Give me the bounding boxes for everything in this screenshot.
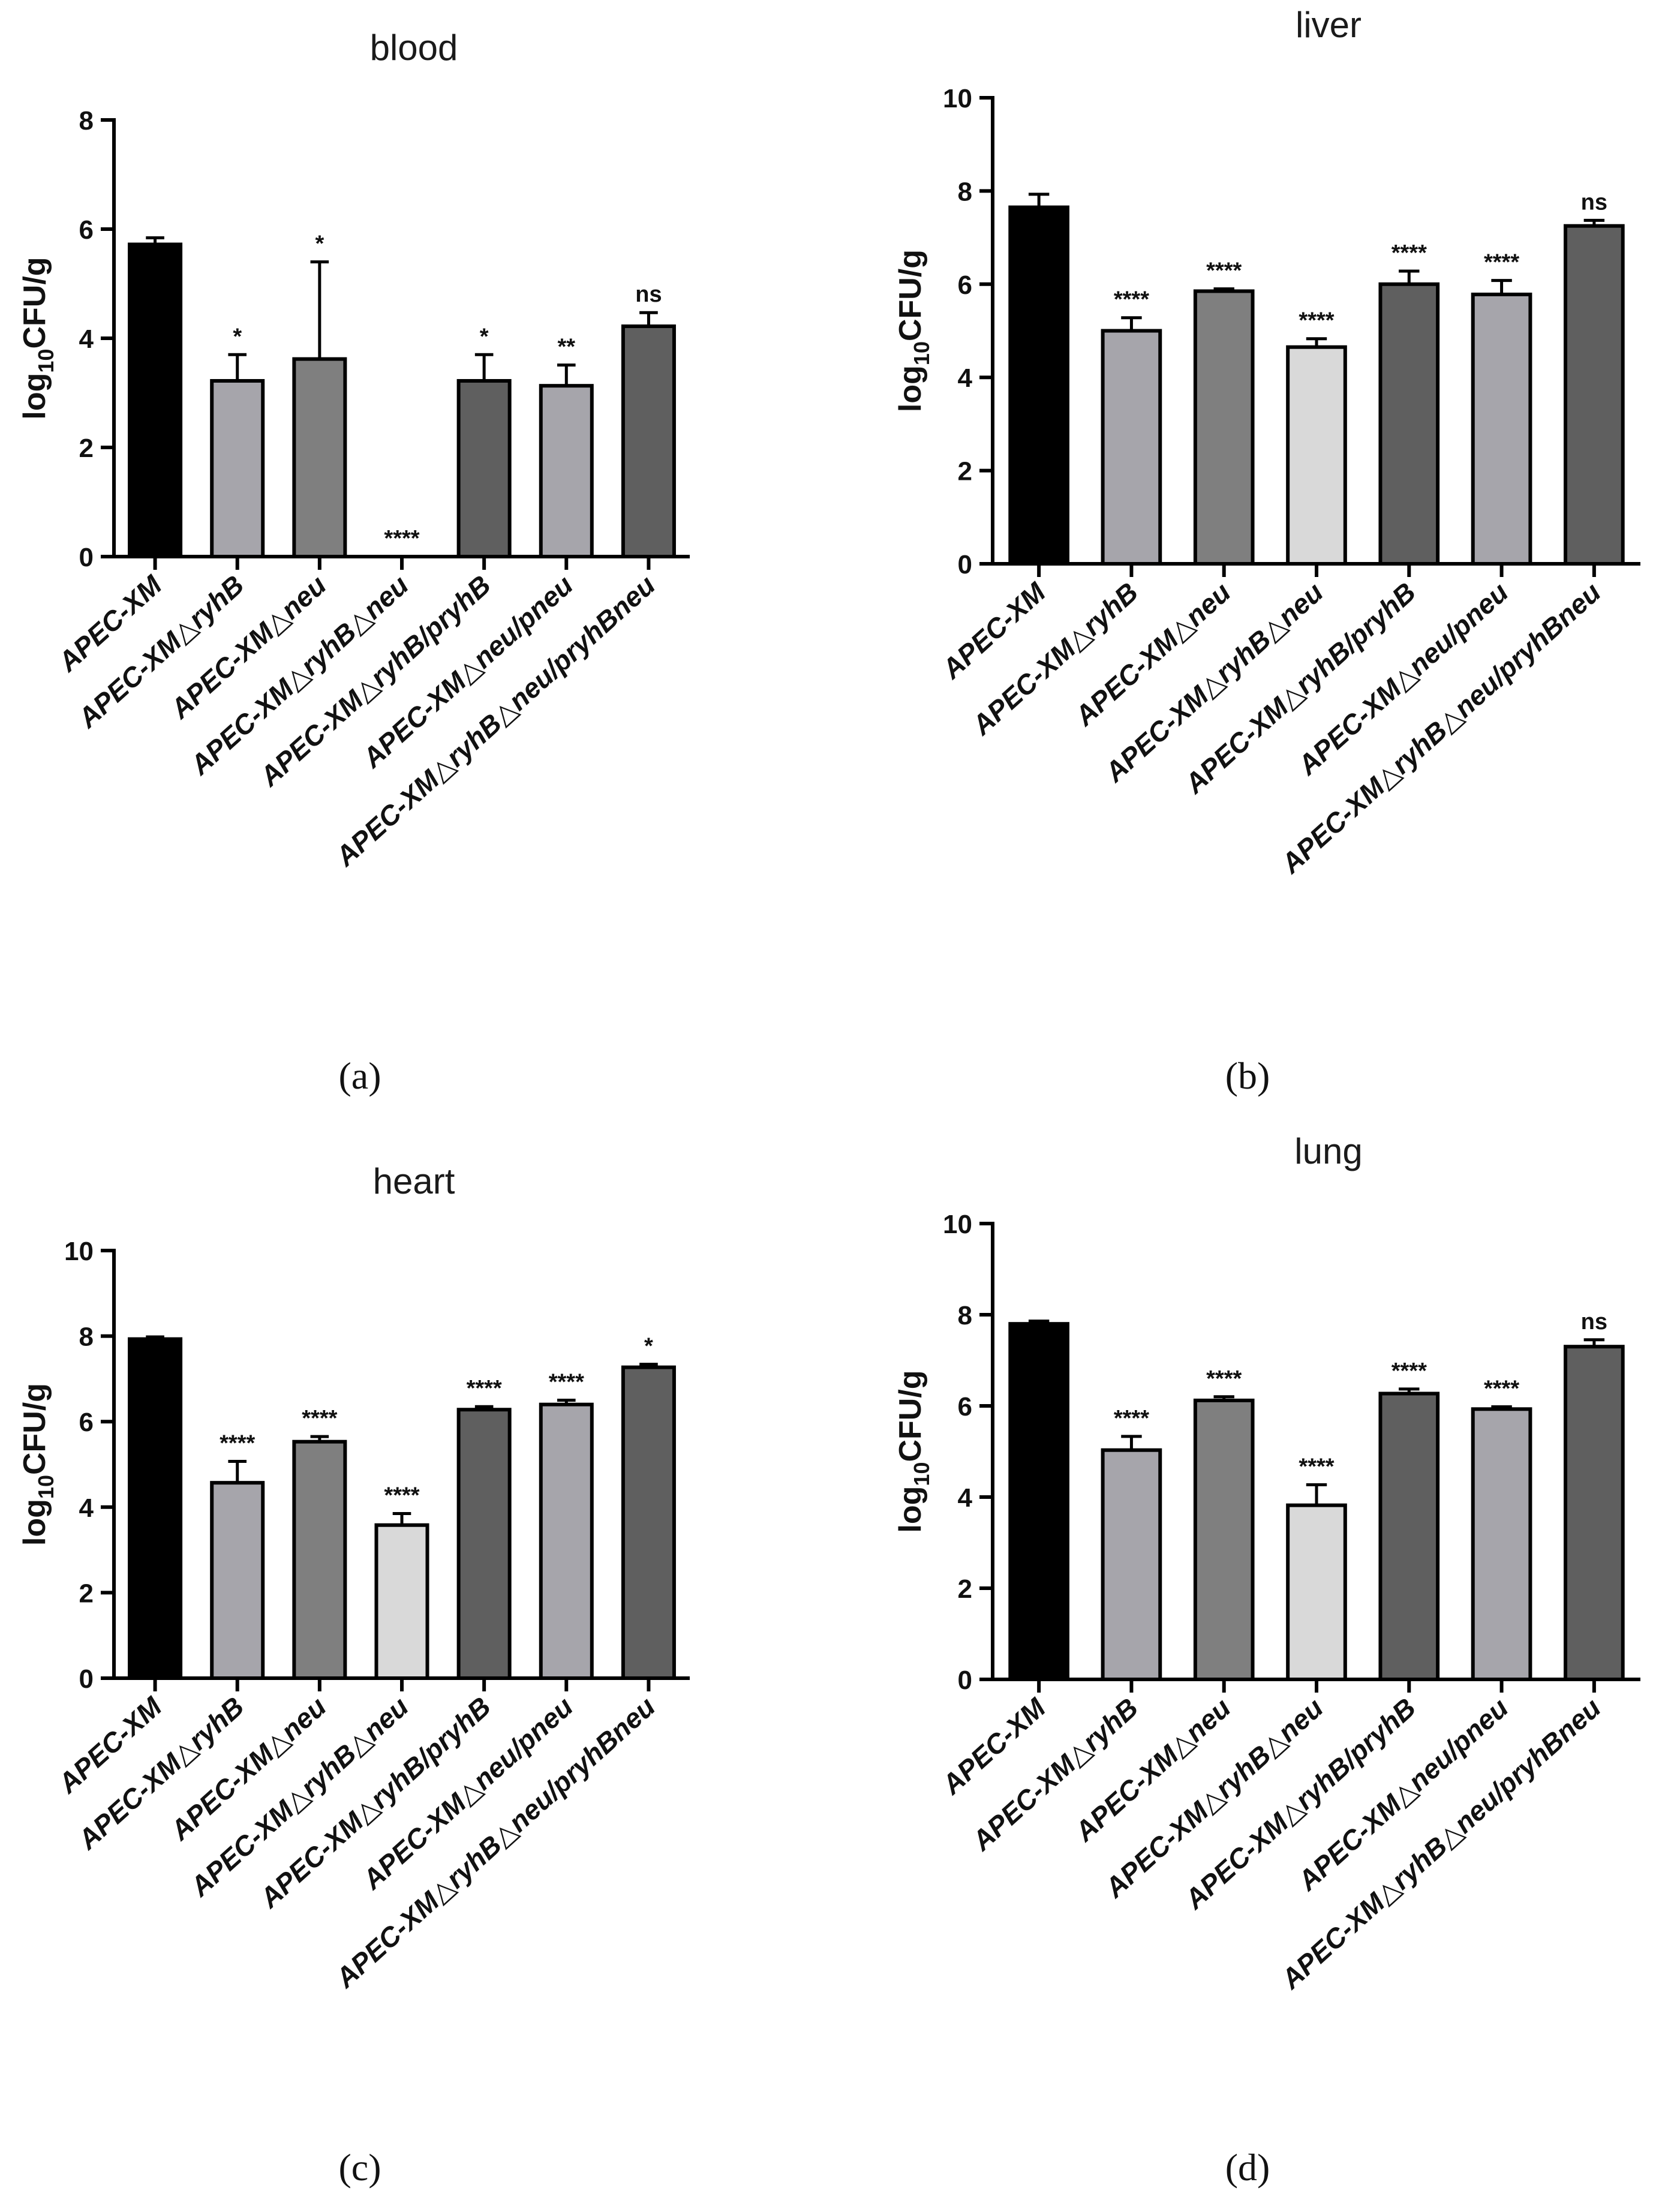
significance-label: **** — [1391, 241, 1427, 266]
y-tick-label: 6 — [79, 215, 94, 245]
panel-label: (d) — [1225, 2146, 1270, 2189]
significance-label: * — [480, 324, 489, 349]
significance-label: **** — [384, 526, 419, 551]
chart-panel-b: liverlog10CFU/g0246810APEC-XM****APEC-XM… — [893, 5, 1640, 1097]
bar-2 — [210, 1481, 265, 1680]
bar-4 — [1286, 345, 1347, 566]
y-tick-label: 4 — [79, 1493, 94, 1523]
bar-6 — [1471, 292, 1532, 566]
significance-label: **** — [1391, 1359, 1427, 1384]
significance-label: **** — [220, 1431, 255, 1456]
bar-1 — [128, 242, 183, 559]
y-tick-label: 8 — [79, 106, 94, 136]
y-tick-label: 8 — [958, 177, 972, 206]
y-tick-label: 10 — [64, 1237, 94, 1266]
y-tick-label: 0 — [79, 543, 94, 572]
chart-title: lung — [1294, 1131, 1362, 1171]
bar-6 — [539, 1402, 594, 1680]
category-label: APEC-XM△neu — [1068, 1692, 1236, 1848]
significance-label: * — [315, 232, 324, 257]
significance-label: **** — [1206, 259, 1242, 284]
y-tick-label: 6 — [79, 1408, 94, 1437]
significance-label: **** — [1484, 1377, 1519, 1402]
bar-3 — [1193, 1398, 1255, 1681]
bar-1 — [128, 1337, 183, 1681]
bar-6 — [539, 384, 594, 558]
y-tick-label: 8 — [958, 1301, 972, 1330]
y-tick-label: 2 — [79, 1579, 94, 1608]
significance-label: ns — [1581, 190, 1607, 215]
category-label: APEC-XM△ryhB — [966, 576, 1144, 741]
bar-1 — [1008, 1322, 1069, 1681]
y-tick-label: 10 — [943, 1210, 972, 1239]
chart-panel-c: heartlog10CFU/g0246810APEC-XM****APEC-XM… — [17, 1161, 690, 2189]
significance-label: ns — [635, 282, 662, 307]
significance-label: **** — [384, 1483, 419, 1508]
chart-title: liver — [1296, 5, 1362, 45]
y-tick-label: 6 — [958, 271, 972, 300]
significance-label: **** — [1484, 250, 1519, 275]
significance-label: ** — [557, 335, 575, 360]
bar-2 — [1101, 329, 1162, 566]
y-tick-label: 4 — [958, 1483, 973, 1513]
chart-title: blood — [370, 28, 458, 68]
bar-7 — [1564, 224, 1625, 566]
bar-1 — [1008, 205, 1069, 566]
y-tick-label: 10 — [943, 84, 972, 113]
bar-6 — [1471, 1407, 1532, 1682]
panel-label: (a) — [338, 1054, 381, 1097]
significance-label: **** — [1206, 1366, 1242, 1391]
bar-3 — [292, 357, 347, 559]
y-axis-label: log10CFU/g — [893, 250, 934, 412]
bar-3 — [1193, 289, 1255, 566]
y-tick-label: 0 — [958, 1666, 972, 1695]
y-axis-label: log10CFU/g — [17, 1383, 58, 1546]
y-axis-label: log10CFU/g — [17, 257, 58, 419]
y-tick-label: 0 — [958, 550, 972, 579]
bar-3 — [292, 1439, 347, 1680]
chart-panel-d: lunglog10CFU/g0246810APEC-XM****APEC-XM△… — [893, 1131, 1640, 2189]
category-label: APEC-XM△ryhB — [966, 1692, 1144, 1857]
y-tick-label: 2 — [958, 1574, 972, 1604]
bar-7 — [621, 324, 676, 558]
bar-7 — [621, 1365, 676, 1680]
bar-5 — [1378, 282, 1440, 566]
category-label: APEC-XM△neu — [1068, 576, 1236, 732]
y-tick-label: 8 — [79, 1323, 94, 1352]
y-tick-label: 0 — [79, 1664, 94, 1694]
bar-4 — [374, 1523, 429, 1681]
significance-label: **** — [1114, 287, 1149, 312]
y-tick-label: 4 — [958, 363, 973, 393]
significance-label: **** — [467, 1376, 502, 1401]
panel-label: (b) — [1225, 1054, 1270, 1097]
significance-label: **** — [302, 1406, 337, 1431]
significance-label: **** — [1299, 1454, 1334, 1479]
y-tick-label: 6 — [958, 1392, 972, 1421]
significance-label: * — [644, 1334, 653, 1359]
significance-label: **** — [1114, 1406, 1149, 1431]
bar-5 — [1378, 1391, 1440, 1681]
significance-label: * — [233, 324, 242, 349]
y-tick-label: 4 — [79, 324, 94, 354]
significance-label: **** — [549, 1370, 584, 1395]
chart-panel-a: bloodlog10CFU/g02468APEC-XM*APEC-XM△ryhB… — [17, 28, 690, 1097]
bar-5 — [456, 1408, 512, 1681]
significance-label: ns — [1581, 1309, 1607, 1335]
bar-7 — [1564, 1345, 1625, 1681]
y-axis-label: log10CFU/g — [893, 1370, 934, 1532]
bar-2 — [210, 378, 265, 558]
panel-label: (c) — [338, 2146, 381, 2189]
bar-5 — [456, 378, 512, 558]
chart-title: heart — [373, 1161, 455, 1201]
bar-2 — [1101, 1448, 1162, 1681]
significance-label: **** — [1299, 308, 1334, 333]
y-tick-label: 2 — [79, 434, 94, 463]
bar-4 — [1286, 1503, 1347, 1681]
y-tick-label: 2 — [958, 457, 972, 486]
